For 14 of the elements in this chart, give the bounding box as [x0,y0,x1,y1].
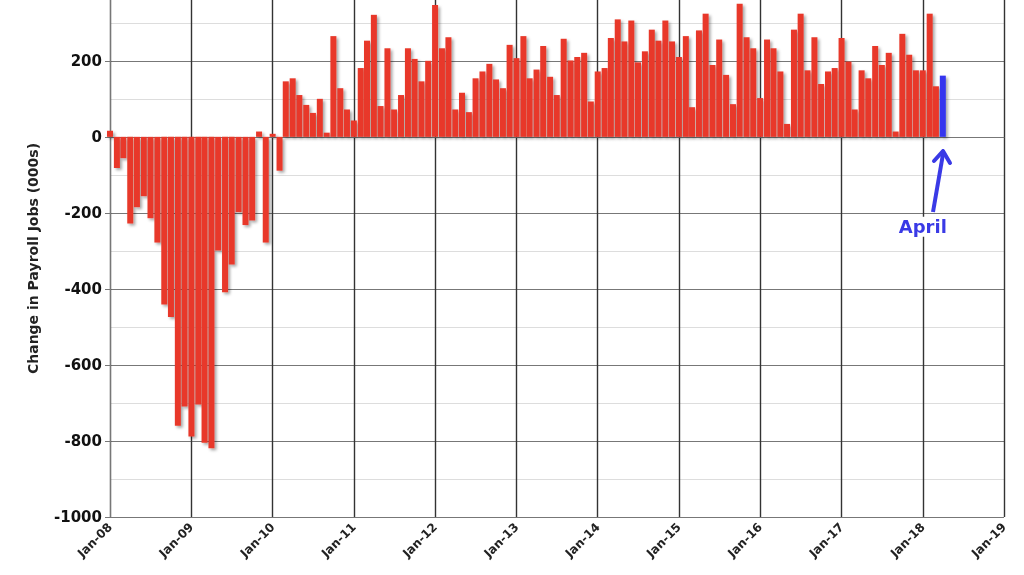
bar [262,136,269,243]
y-axis-title: Change in Payroll Jobs (000s) [25,142,41,375]
bar [939,75,946,137]
y-tick-label: -400 [64,279,102,298]
y-tick-label: 200 [70,51,102,70]
annotation: April [898,216,947,238]
y-tick-label: -600 [64,355,102,374]
bar [276,136,283,171]
y-tick-label: -1000 [54,508,102,526]
y-tick-label: -200 [64,203,102,222]
bar [269,133,276,137]
bar [256,131,263,137]
y-tick-label: -800 [64,431,102,450]
y-tick-label: 0 [91,127,102,146]
